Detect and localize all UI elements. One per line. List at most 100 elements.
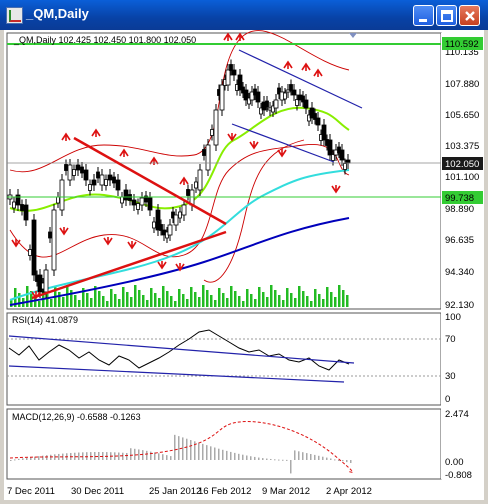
maximize-button[interactable]: [436, 5, 457, 26]
rsi-trendline-lower[interactable]: [8, 365, 345, 383]
macd-bar: [30, 457, 32, 460]
macd-bar: [58, 453, 60, 460]
candle-body: [289, 84, 293, 91]
macd-bar: [310, 454, 312, 460]
volume-bar: [46, 294, 49, 307]
candle-body: [56, 196, 60, 204]
volume-bar: [94, 286, 97, 307]
macd-panel[interactable]: [6, 408, 442, 480]
volume-bar: [234, 291, 237, 307]
macd-bar: [146, 450, 148, 460]
macd-bar: [190, 440, 192, 460]
candle-body: [295, 99, 299, 106]
candle-body: [255, 91, 261, 103]
macd-bar: [302, 452, 304, 460]
channel-bottom-line[interactable]: [231, 123, 335, 163]
volume-bar: [74, 295, 77, 307]
volume-bar: [310, 301, 313, 307]
volume-bar: [314, 289, 317, 307]
macd-bar: [238, 453, 240, 460]
candle-body: [237, 74, 243, 91]
rsi-tick: 100: [445, 312, 461, 323]
volume-bar: [70, 290, 73, 307]
macd-bar: [286, 459, 288, 461]
shift-marker-icon[interactable]: [349, 33, 357, 38]
macd-bar: [214, 447, 216, 460]
trendline-resistance[interactable]: [73, 136, 227, 226]
date-tick: 9 Mar 2012: [262, 486, 310, 497]
volume-bar: [50, 299, 53, 307]
date-tick: 25 Jan 2012: [149, 486, 201, 497]
macd-bar: [338, 460, 340, 461]
volume-bar: [102, 296, 105, 307]
title-bar[interactable]: _QM,Daily: [0, 0, 488, 30]
candle-body: [107, 174, 113, 181]
close-button[interactable]: [459, 5, 480, 26]
candle-body: [259, 107, 263, 115]
macd-bar: [134, 448, 136, 460]
rsi-panel[interactable]: [6, 312, 442, 406]
volume-bar: [274, 290, 277, 307]
volume-bar: [78, 300, 81, 307]
macd-bar: [158, 453, 160, 460]
macd-bar: [266, 458, 268, 460]
candle-body: [120, 196, 124, 204]
level-top-badge: [442, 37, 483, 50]
macd-bar: [114, 452, 116, 460]
candle-body: [64, 164, 68, 171]
candle-body: [331, 154, 335, 161]
macd-bar: [194, 441, 196, 460]
candle-body: [271, 105, 275, 113]
chart-window-icon[interactable]: [6, 7, 23, 24]
volume-bar: [58, 292, 61, 307]
macd-tick: 2.474: [445, 409, 469, 420]
volume-bar: [110, 289, 113, 307]
fractal-up-icon: [91, 128, 101, 137]
candle-body: [155, 209, 161, 231]
macd-bar: [82, 452, 84, 460]
candle-body: [213, 109, 219, 146]
rsi-trendline-upper[interactable]: [8, 335, 355, 364]
candle-body: [210, 129, 214, 136]
ma-slow-line: [9, 217, 350, 306]
candle-body: [181, 204, 187, 216]
channel-top-line[interactable]: [238, 49, 363, 109]
minimize-icon: [419, 19, 427, 22]
candle-body: [309, 107, 315, 119]
volume-bar: [282, 300, 285, 307]
rsi-tick: 30: [445, 371, 456, 382]
candle-body: [136, 203, 140, 210]
volume-bar: [146, 300, 149, 307]
candle-body: [273, 99, 279, 109]
price-tick: 94.340: [445, 267, 474, 278]
volume-bar: [166, 291, 169, 307]
macd-bar: [46, 455, 48, 460]
volume-bar: [290, 293, 293, 307]
price-scale[interactable]: [441, 33, 483, 479]
macd-bar: [22, 458, 24, 460]
macd-bar: [178, 436, 180, 460]
macd-tick-labels: 2.474 0.00 -0.808: [445, 409, 472, 481]
macd-bar: [342, 460, 344, 462]
chart-canvas[interactable]: 110.135 107.880 105.650 103.375 101.100 …: [4, 30, 484, 500]
candle-body: [144, 195, 148, 203]
candle-body: [43, 269, 49, 293]
candle-body: [339, 149, 345, 161]
macd-bar: [230, 451, 232, 460]
volume-bar: [178, 289, 181, 307]
maximize-icon: [441, 10, 453, 22]
candle-body: [99, 174, 105, 186]
minimize-button[interactable]: [413, 5, 434, 26]
volume-bar: [190, 287, 193, 307]
fractal-up-icon: [283, 60, 293, 69]
candle-body: [178, 211, 182, 219]
chart-svg[interactable]: 110.135 107.880 105.650 103.375 101.100 …: [4, 30, 484, 500]
macd-bar: [78, 452, 80, 460]
fractal-markers: [11, 32, 341, 300]
candle-body: [321, 124, 327, 141]
trendline-support[interactable]: [31, 230, 227, 300]
fractal-up-icon: [313, 68, 323, 77]
macd-bar: [282, 459, 284, 461]
price-tick: 110.135: [445, 47, 479, 58]
volume-bar: [294, 298, 297, 307]
